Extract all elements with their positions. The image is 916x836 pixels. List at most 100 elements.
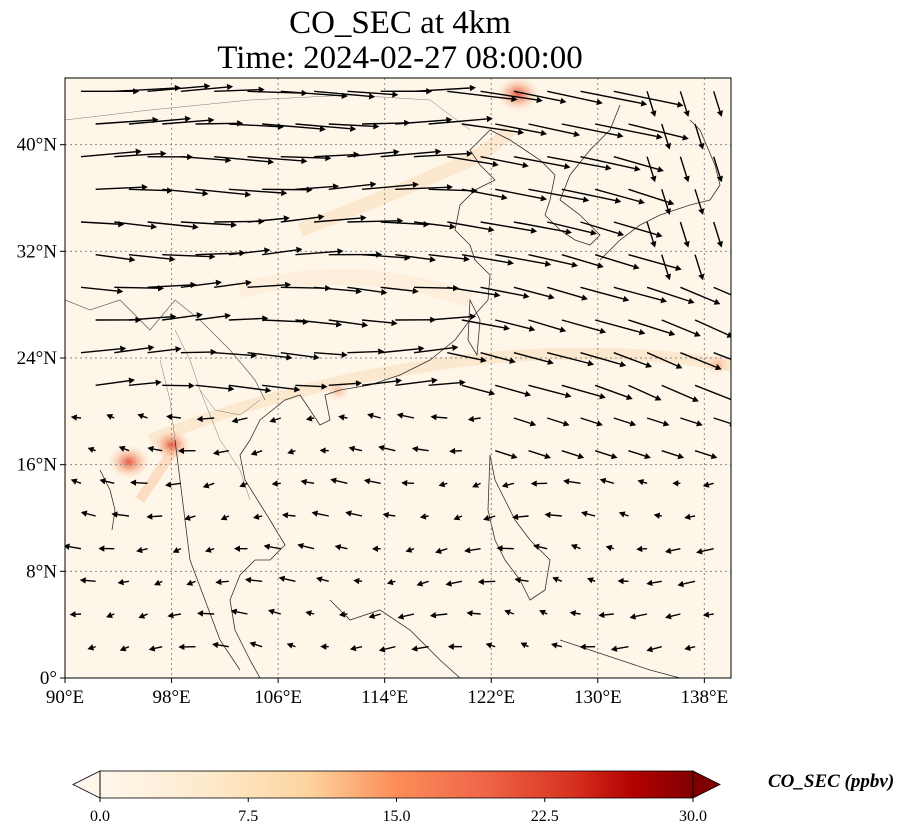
wind-arrow <box>438 481 448 488</box>
map-background <box>65 78 731 678</box>
wind-arrow <box>546 286 588 301</box>
wind-arrow <box>311 510 329 517</box>
wind-arrow <box>195 384 235 392</box>
wind-arrow <box>80 345 127 354</box>
wind-arrow <box>269 416 282 423</box>
wind-arrow <box>411 445 429 453</box>
wind-arrow <box>380 286 419 295</box>
wind-arrow <box>483 514 496 522</box>
wind-arrow <box>495 384 532 397</box>
wind-arrow <box>186 579 196 586</box>
wind-arrow <box>287 448 296 455</box>
wind-arrow <box>338 414 348 421</box>
wind-arrow <box>395 253 436 263</box>
wind-arrow <box>395 377 438 387</box>
wind-arrow <box>367 412 381 419</box>
wind-arrow <box>580 286 630 303</box>
wind-arrow <box>314 286 362 295</box>
wind-arrow <box>546 417 570 427</box>
y-tick-label: 24°N <box>17 348 58 369</box>
wind-arrow <box>230 608 248 615</box>
y-tick-label: 8°N <box>26 561 57 582</box>
wind-arrow <box>646 91 657 117</box>
wind-arrow <box>539 609 548 616</box>
wind-arrow <box>295 319 343 328</box>
coastlines <box>65 104 721 678</box>
wind-arrow <box>528 319 567 333</box>
wind-arrow <box>513 351 554 365</box>
wind-arrow <box>561 450 585 460</box>
wind-arrow <box>702 481 714 488</box>
wind-arrow <box>429 612 448 619</box>
wind-arrow <box>361 181 419 191</box>
co-hotspot <box>107 444 151 480</box>
wind-arrow <box>664 547 681 554</box>
wind-arrow <box>694 254 705 281</box>
gridlines <box>65 78 731 678</box>
map-panel <box>64 77 732 679</box>
wind-arrow <box>162 188 209 197</box>
wind-arrow <box>87 644 96 651</box>
y-tick-label: 16°N <box>17 455 58 476</box>
wind-arrow <box>239 481 248 488</box>
wind-arrow <box>679 156 690 183</box>
wind-arrow <box>180 83 234 93</box>
wind-arrow <box>87 446 96 453</box>
wind-arrow <box>580 417 603 427</box>
wind-arrow <box>231 417 248 424</box>
wind-arrow <box>569 610 581 617</box>
wind-arrow <box>694 123 705 150</box>
wind-arrow <box>672 480 681 487</box>
wind-arrow <box>164 481 181 488</box>
colorbar-ticks: 0.0 7.5 15.0 22.5 30.0 <box>90 798 707 825</box>
wind-arrow <box>646 352 683 369</box>
wind-arrow <box>378 444 396 452</box>
wind-arrow <box>594 384 633 400</box>
wind-arrow <box>197 610 215 617</box>
wind-arrow <box>580 221 625 237</box>
wind-arrow <box>262 123 326 133</box>
y-tick-label: 40°N <box>17 135 58 156</box>
wind-arrow <box>300 478 315 486</box>
wind-arrow <box>195 188 252 198</box>
wind-arrow <box>314 90 376 100</box>
wind-arrow <box>80 148 142 158</box>
wind-arrow <box>349 644 363 652</box>
wind-arrow <box>386 578 396 586</box>
wind-arrow <box>338 611 348 618</box>
wind-arrow <box>180 279 222 289</box>
wind-arrow <box>378 645 396 653</box>
wind-arrow <box>162 253 216 260</box>
wind-arrow <box>137 413 148 420</box>
wind-arrow <box>228 247 271 256</box>
map-frame <box>64 77 732 679</box>
wind-arrow <box>661 319 701 337</box>
wind-arrow <box>138 612 148 619</box>
wind-arrow <box>212 449 229 456</box>
wind-arrow <box>162 312 203 321</box>
wind-arrow <box>278 575 296 583</box>
wind-arrow <box>561 384 606 400</box>
wind-arrow <box>461 123 525 136</box>
wind-arrow <box>694 450 718 460</box>
wind-arrow <box>636 545 648 553</box>
wind-arrow <box>628 123 689 141</box>
wind-arrow <box>646 417 670 427</box>
wind-arrow <box>646 156 657 183</box>
wind-arrow <box>249 641 263 648</box>
wind-arrow <box>495 319 536 332</box>
wind-arrow <box>646 645 662 653</box>
wind-arrow <box>180 221 238 228</box>
wind-arrow <box>713 352 731 360</box>
wind-arrow <box>281 512 296 519</box>
wind-arrow <box>80 286 124 295</box>
wind-arrow <box>480 286 530 299</box>
wind-arrow <box>233 545 248 552</box>
wind-arrow <box>605 544 614 552</box>
wind-arrow <box>271 480 281 487</box>
wind-arrow <box>680 417 703 427</box>
wind-arrow <box>528 384 572 399</box>
wind-arrow <box>128 379 162 387</box>
wind-arrow <box>445 580 463 587</box>
wind-arrow <box>130 479 148 486</box>
